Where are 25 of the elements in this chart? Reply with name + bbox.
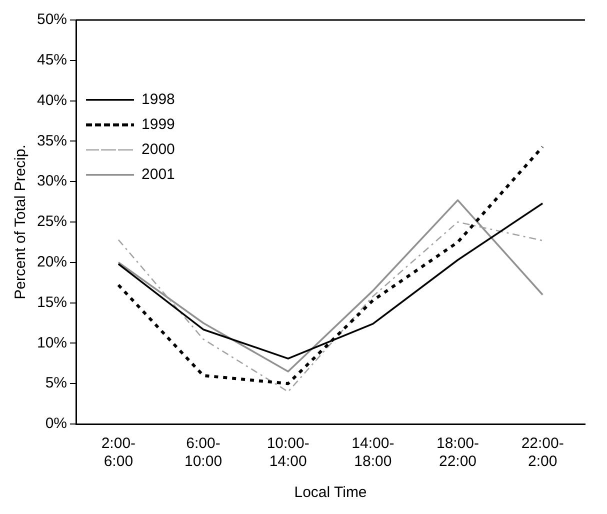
line-series	[116, 145, 544, 386]
y-tick-label: 20%	[36, 254, 68, 271]
y-tick-label: 50%	[36, 11, 68, 28]
y-tick-label: 35%	[36, 132, 68, 150]
legend-label: 2001	[142, 166, 175, 184]
y-tick-label: 40%	[36, 92, 68, 109]
x-tick-label: 18:00- 22:00	[436, 435, 480, 470]
y-axis-title: Percent of Total Precip.	[12, 144, 30, 300]
x-tick-label: 14:00- 18:00	[352, 435, 394, 470]
y-tick-label: 0%	[45, 415, 68, 432]
y-tick-label: 25%	[36, 213, 68, 230]
y-tick-label: 10%	[36, 334, 68, 352]
y-tick-label: 5%	[45, 374, 68, 392]
legend-label: 1999	[142, 116, 175, 134]
x-tick-label: 6:00- 10:00	[184, 435, 222, 470]
legend-label: 1998	[142, 91, 175, 108]
line-series	[118, 221, 544, 392]
x-axis-title: Local Time	[294, 484, 367, 502]
x-tick-label: 2:00- 6:00	[101, 435, 136, 470]
y-tick-label: 15%	[36, 294, 68, 311]
legend-label: 2000	[142, 141, 175, 158]
y-tick-label: 30%	[36, 172, 68, 190]
y-tick-label: 45%	[36, 52, 68, 69]
x-tick-label: 10:00- 14:00	[266, 435, 310, 470]
x-tick-label: 22:00- 2:00	[521, 435, 564, 470]
